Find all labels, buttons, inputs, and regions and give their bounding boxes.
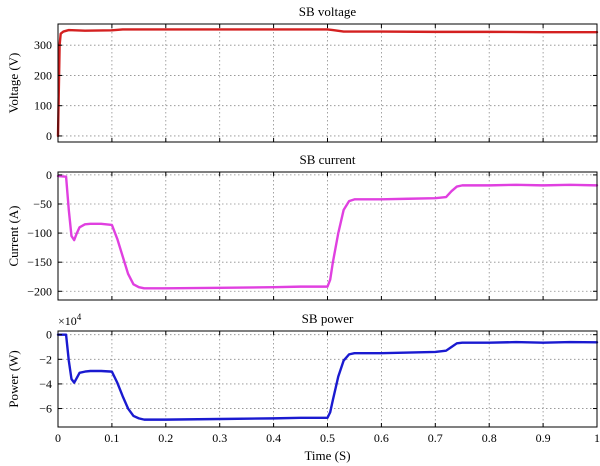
voltage-ytick-label: 200 <box>34 68 52 82</box>
voltage-ytick-label: 100 <box>34 99 52 113</box>
power-xtick-label: 0.8 <box>482 431 497 445</box>
power-xtick-label: 1 <box>594 431 600 445</box>
power-ytick-label: −6 <box>39 402 52 416</box>
power-ytick-label: 0 <box>46 328 52 342</box>
power-xtick-label: 0.1 <box>104 431 119 445</box>
current-series-line <box>56 174 599 290</box>
current-ytick-label: −100 <box>27 226 52 240</box>
power-series-line <box>56 333 599 421</box>
power-xtick-label: 0.4 <box>266 431 281 445</box>
power-xtick-label: 0.9 <box>536 431 551 445</box>
current-ytick-label: −50 <box>33 197 52 211</box>
voltage-ytick-label: 0 <box>46 129 52 143</box>
current-panel: 0 −50 −100 −150 −200 SB current Current (A) <box>6 152 599 301</box>
voltage-chart-title: SB voltage <box>299 4 357 19</box>
power-y-axis-label: Power (W) <box>6 350 21 407</box>
power-axis-multiplier: ×104 <box>58 312 82 328</box>
voltage-y-axis-label: Voltage (V) <box>6 53 21 114</box>
power-ytick-label: −2 <box>39 352 52 366</box>
current-ytick-label: 0 <box>46 168 52 182</box>
current-ytick-label: −200 <box>27 284 52 298</box>
current-ytick-label: −150 <box>27 255 52 269</box>
voltage-series-line <box>56 28 599 138</box>
current-chart-title: SB current <box>300 152 356 167</box>
power-xtick-label: 0 <box>55 431 61 445</box>
voltage-ytick-label: 300 <box>34 38 52 52</box>
voltage-panel: 0 100 200 300 SB voltage Voltage (V) <box>6 4 599 143</box>
power-xtick-label: 0.6 <box>374 431 389 445</box>
power-chart-title: SB power <box>302 311 354 326</box>
power-xtick-label: 0.3 <box>212 431 227 445</box>
power-ytick-label: −4 <box>39 377 52 391</box>
power-x-axis-label: Time (S) <box>304 448 350 463</box>
power-panel: 0 −2 −4 −6 0 0.1 0.2 0.3 0.4 0.5 0.6 0.7 0.8 0.9 1 SB p… <box>6 311 600 463</box>
power-xtick-label: 0.5 <box>320 431 335 445</box>
power-xtick-label: 0.7 <box>428 431 443 445</box>
power-xtick-label: 0.2 <box>158 431 173 445</box>
current-y-axis-label: Current (A) <box>6 205 21 266</box>
